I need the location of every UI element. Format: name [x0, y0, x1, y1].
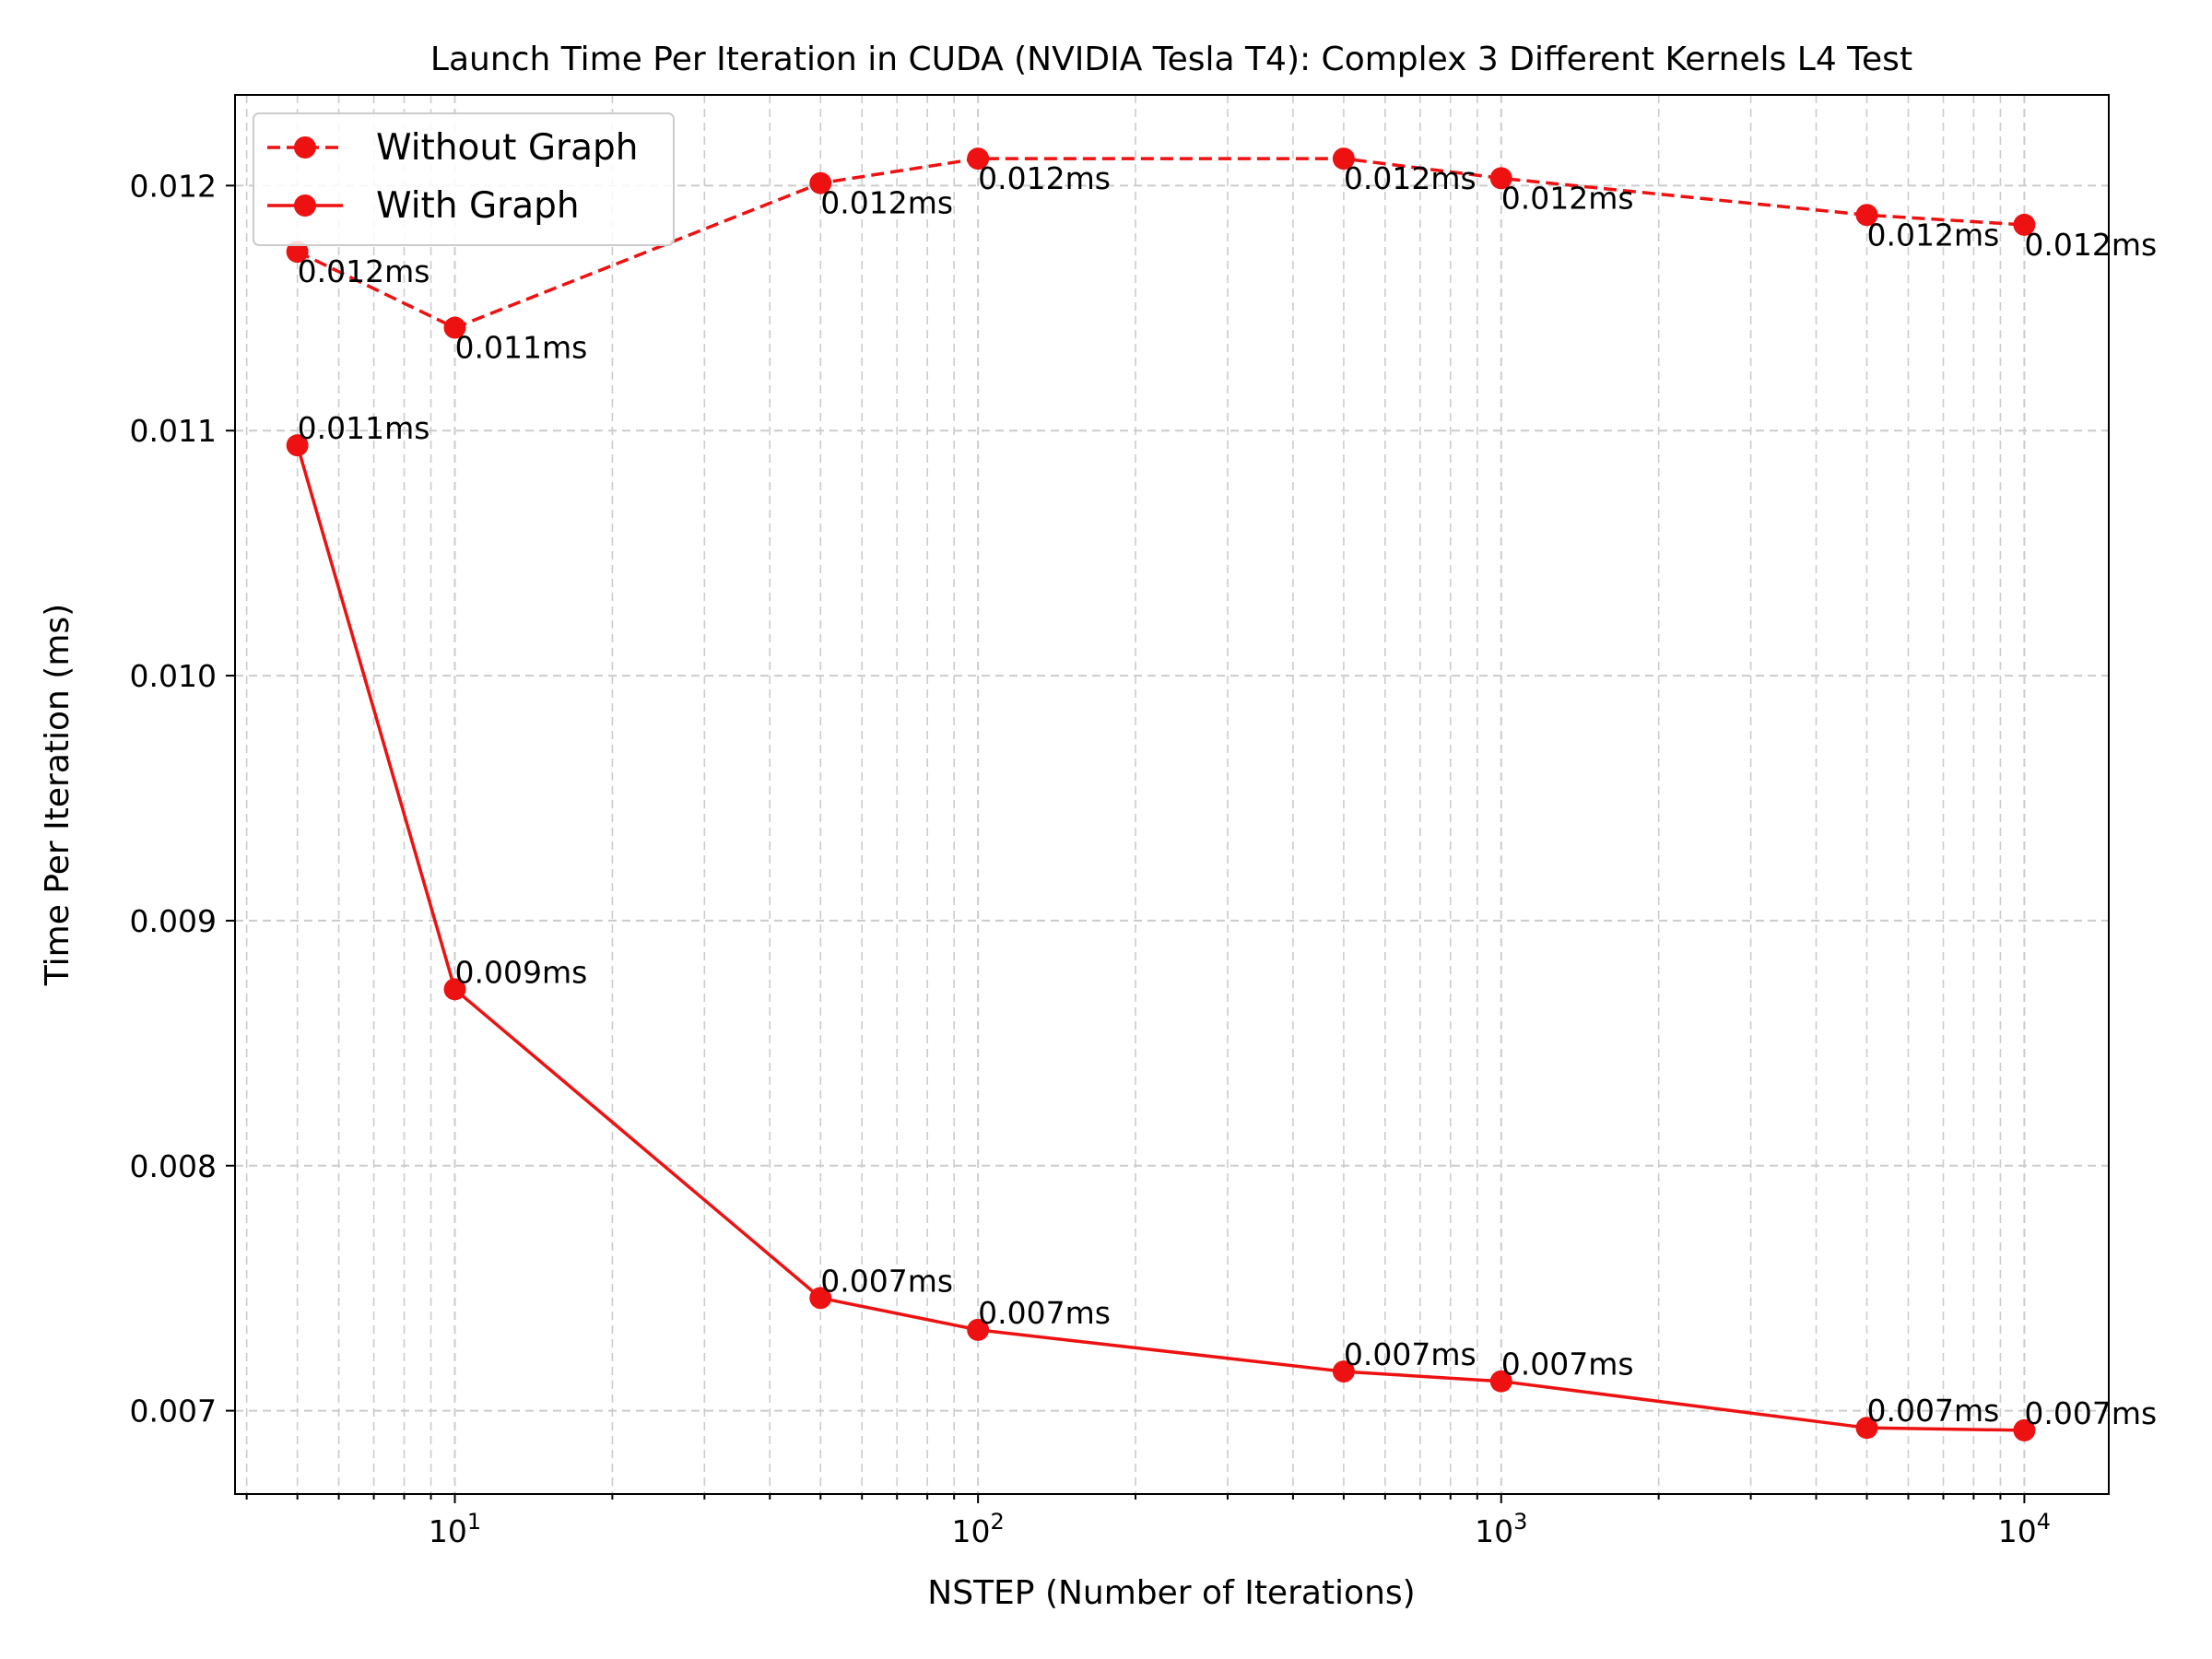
data-label-without-graph: 0.012ms [1501, 180, 1634, 216]
data-label-with-graph: 0.007ms [2024, 1395, 2157, 1431]
data-label-without-graph: 0.012ms [1867, 217, 2000, 253]
legend-label: With Graph [376, 185, 580, 227]
y-tick-label: 0.008 [130, 1148, 217, 1184]
legend-marker [294, 194, 316, 217]
y-tick-label: 0.009 [130, 903, 217, 939]
data-point-with-graph [1332, 1360, 1355, 1383]
data-label-without-graph: 0.012ms [978, 160, 1111, 196]
legend-box [253, 112, 675, 246]
data-point-with-graph [1855, 1417, 1878, 1440]
series-layer: 0.012ms 0.011ms 0.012ms 0.012ms 0.012ms 0.012… [286, 147, 2157, 1441]
data-point-without-graph [967, 147, 990, 171]
legend-label: Without Graph [376, 127, 638, 169]
x-axis-label: NSTEP (Number of Iterations) [927, 1574, 1415, 1612]
chart-title: Launch Time Per Iteration in CUDA (NVIDI… [430, 41, 1912, 78]
data-label-with-graph: 0.011ms [298, 410, 430, 446]
data-label-without-graph: 0.012ms [2024, 227, 2157, 263]
data-point-without-graph [2013, 213, 2036, 236]
data-label-with-graph: 0.007ms [1867, 1393, 2000, 1429]
series-line-without-graph [296, 157, 2025, 330]
data-point-without-graph [286, 241, 309, 264]
y-axis-label: Time Per Iteration (ms) [39, 604, 76, 986]
data-label-with-graph: 0.007ms [1501, 1347, 1634, 1382]
x-tick-label: 101 [429, 1509, 481, 1549]
data-label-with-graph: 0.009ms [455, 954, 588, 990]
y-tick-label: 0.007 [130, 1394, 217, 1430]
grid-lines [235, 95, 2109, 1494]
legend: Without Graph With Graph [253, 112, 675, 246]
x-tick-label: 102 [952, 1509, 1005, 1549]
x-tick-label: 103 [1475, 1509, 1527, 1549]
x-tick-label: 104 [1998, 1509, 2051, 1549]
data-point-with-graph [1489, 1370, 1512, 1393]
data-label-with-graph: 0.007ms [820, 1263, 953, 1299]
data-point-with-graph [967, 1318, 990, 1341]
data-point-with-graph [286, 434, 309, 457]
data-point-without-graph [1489, 167, 1512, 190]
series-line-with-graph [296, 444, 2025, 1432]
data-point-without-graph [809, 171, 832, 194]
data-label-with-graph: 0.007ms [978, 1295, 1111, 1331]
y-tick-label: 0.012 [130, 168, 217, 204]
y-tick-label: 0.011 [130, 413, 217, 449]
data-label-without-graph: 0.012ms [820, 185, 953, 221]
data-label-with-graph: 0.007ms [1344, 1336, 1477, 1372]
y-tick-label: 0.010 [130, 658, 217, 694]
data-point-with-graph [2013, 1418, 2036, 1441]
data-point-without-graph [443, 316, 466, 339]
plot-frame [234, 94, 2110, 1495]
data-point-with-graph [443, 978, 466, 1001]
data-point-without-graph [1855, 204, 1878, 227]
axis-ticks: 101 102 103 104 0.007 0.008 0.009 0.010 0.011 0.0… [130, 168, 2052, 1549]
legend-marker [294, 136, 316, 159]
data-point-without-graph [1332, 147, 1355, 171]
data-label-without-graph: 0.012ms [298, 253, 430, 289]
data-label-without-graph: 0.011ms [455, 330, 588, 366]
data-point-with-graph [809, 1287, 832, 1310]
data-label-without-graph: 0.012ms [1344, 160, 1477, 196]
